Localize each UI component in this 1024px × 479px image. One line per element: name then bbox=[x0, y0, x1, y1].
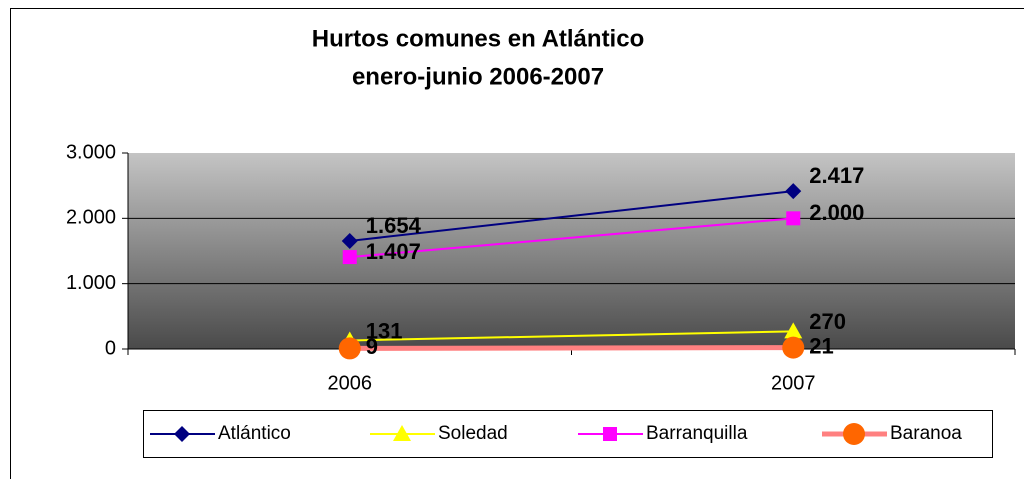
series-line bbox=[349, 217, 794, 259]
legend-label: Soledad bbox=[438, 423, 508, 444]
series-line bbox=[349, 190, 794, 242]
y-tick-label: 0 bbox=[105, 337, 116, 359]
data-label: 1.407 bbox=[366, 239, 421, 264]
series-line bbox=[349, 330, 794, 342]
chart-subtitle: enero-junio 2006-2007 bbox=[352, 63, 604, 90]
legend-label: Baranoa bbox=[890, 423, 962, 444]
y-tick-label: 2.000 bbox=[66, 207, 116, 229]
point bbox=[341, 232, 358, 249]
data-label: 1.654 bbox=[366, 213, 422, 238]
x-tick-label: 2007 bbox=[771, 372, 816, 394]
legend-marker bbox=[393, 425, 411, 441]
chart-title: Hurtos comunes en Atlántico bbox=[312, 25, 644, 52]
legend-marker bbox=[603, 427, 617, 441]
x-tick-label: 2006 bbox=[328, 372, 373, 394]
point bbox=[782, 336, 805, 359]
legend-label: Barranquilla bbox=[646, 423, 748, 444]
y-tick-label: 1.000 bbox=[66, 272, 116, 294]
data-label: 2.000 bbox=[809, 200, 864, 225]
legend-marker bbox=[174, 426, 190, 442]
point bbox=[342, 250, 357, 265]
y-tick-label: 3.000 bbox=[66, 141, 116, 163]
data-label: 131 bbox=[366, 318, 403, 343]
legend-label: Atlántico bbox=[218, 423, 291, 444]
point bbox=[786, 211, 801, 226]
plot-area bbox=[128, 153, 1015, 349]
data-label: 2.417 bbox=[809, 163, 864, 188]
data-label: 21 bbox=[809, 333, 833, 358]
series-line bbox=[349, 345, 794, 351]
legend-marker bbox=[843, 423, 865, 445]
data-label: 9 bbox=[366, 334, 378, 359]
point bbox=[338, 337, 361, 360]
point bbox=[785, 183, 802, 200]
data-label: 270 bbox=[809, 309, 846, 334]
point bbox=[784, 322, 803, 339]
